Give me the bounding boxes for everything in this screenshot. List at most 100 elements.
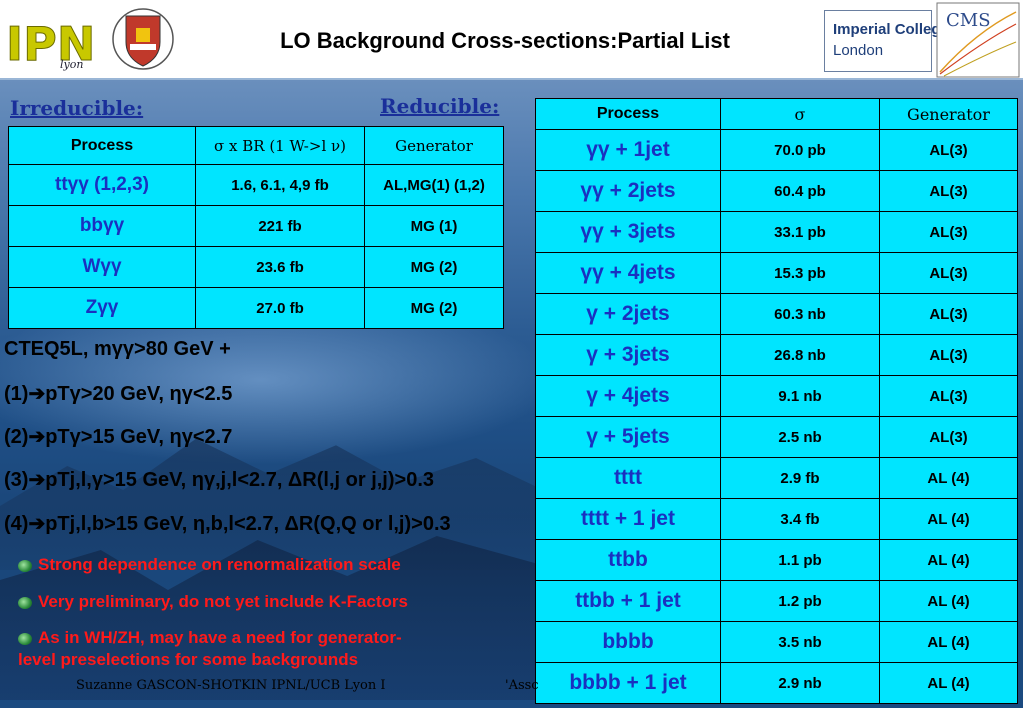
footer-author: Suzanne GASCON-SHOTKIN IPNL/UCB Lyon I — [76, 678, 386, 693]
cut-line: (2)➔pTγ>15 GeV, ηγ<2.7 — [4, 426, 233, 448]
generator-cell: AL (4) — [879, 539, 1018, 581]
table-row: tttt + 1 jet 3.4 fb AL (4) — [535, 498, 1018, 540]
table-row: ttγγ (1,2,3) 1.6, 6.1, 4,9 fb AL,MG(1) (… — [8, 164, 504, 206]
generator-cell: AL (4) — [879, 580, 1018, 622]
value-cell: 9.1 nb — [720, 375, 880, 417]
value-cell: 3.5 nb — [720, 621, 880, 663]
generator-cell: AL,MG(1) (1,2) — [364, 164, 504, 206]
process-cell: γ + 4jets — [535, 375, 721, 417]
mountain-layer — [0, 536, 560, 700]
table-header-row: Process σ Generator — [535, 98, 1018, 130]
ipnl-logo: IPNL lyon — [2, 2, 98, 76]
column-header: Process — [8, 126, 196, 165]
table-row: bbbb 3.5 nb AL (4) — [535, 621, 1018, 663]
svg-text:CMS: CMS — [946, 10, 991, 31]
value-cell: 3.4 fb — [720, 498, 880, 540]
globe-bullet-icon — [18, 559, 32, 572]
header-divider — [0, 78, 1023, 80]
table-row: ttbb + 1 jet 1.2 pb AL (4) — [535, 580, 1018, 622]
process-cell: ttbb + 1 jet — [535, 580, 721, 622]
bullet-item: Strong dependence on renormalization sca… — [18, 555, 401, 575]
column-header: Generator — [879, 98, 1018, 130]
reducible-label: Reducible: — [380, 94, 500, 118]
table-row: tttt 2.9 fb AL (4) — [535, 457, 1018, 499]
table-row: γγ + 4jets 15.3 pb AL(3) — [535, 252, 1018, 294]
svg-text:lyon: lyon — [60, 58, 83, 71]
value-cell: 221 fb — [195, 205, 365, 247]
process-cell: tttt + 1 jet — [535, 498, 721, 540]
bullet-item: Very preliminary, do not yet include K-F… — [18, 592, 408, 612]
value-cell: 23.6 fb — [195, 246, 365, 288]
university-crest-logo — [112, 8, 174, 70]
table-row: γγ + 1jet 70.0 pb AL(3) — [535, 129, 1018, 171]
table-row: Wγγ 23.6 fb MG (2) — [8, 246, 504, 288]
svg-text:IPNL: IPNL — [6, 17, 98, 71]
process-cell: γ + 5jets — [535, 416, 721, 458]
reducible-table: Process σ Generator γγ + 1jet 70.0 pb AL(3… — [535, 98, 1018, 704]
generator-cell: MG (1) — [364, 205, 504, 247]
value-cell: 27.0 fb — [195, 287, 365, 329]
table-row: Zγγ 27.0 fb MG (2) — [8, 287, 504, 329]
generator-cell: MG (2) — [364, 246, 504, 288]
process-cell: bbbb + 1 jet — [535, 662, 721, 704]
slide-title: LO Background Cross-sections:Partial Lis… — [280, 28, 730, 53]
cut-line: CTEQ5L, mγγ>80 GeV + — [4, 338, 231, 360]
irreducible-table: Process σ x BR (1 W->l ν) Generator ttγγ… — [8, 126, 504, 329]
bullet-item: As in WH/ZH, may have a need for generat… — [18, 628, 402, 648]
generator-cell: AL(3) — [879, 211, 1018, 253]
value-cell: 60.3 nb — [720, 293, 880, 335]
generator-cell: AL(3) — [879, 416, 1018, 458]
cut-line: (3)➔pTj,l,γ>15 GeV, ηγ,j,l<2.7, ΔR(l,j o… — [4, 469, 434, 491]
cms-logo: CMS — [936, 2, 1020, 78]
process-cell: bbbb — [535, 621, 721, 663]
column-header: σ — [720, 98, 880, 130]
value-cell: 1.6, 6.1, 4,9 fb — [195, 164, 365, 206]
process-cell: ttγγ (1,2,3) — [8, 164, 196, 206]
generator-cell: AL(3) — [879, 170, 1018, 212]
table-row: bbγγ 221 fb MG (1) — [8, 205, 504, 247]
slide-header: IPNL lyon LO Background Cross-sections:P… — [0, 0, 1023, 80]
value-cell: 2.5 nb — [720, 416, 880, 458]
cut-line: (4)➔pTj,l,b>15 GeV, η,b,l<2.7, ΔR(Q,Q or… — [4, 513, 451, 535]
generator-cell: AL(3) — [879, 334, 1018, 376]
value-cell: 26.8 nb — [720, 334, 880, 376]
value-cell: 15.3 pb — [720, 252, 880, 294]
table-row: γ + 4jets 9.1 nb AL(3) — [535, 375, 1018, 417]
generator-cell: AL (4) — [879, 662, 1018, 704]
value-cell: 70.0 pb — [720, 129, 880, 171]
value-cell: 2.9 fb — [720, 457, 880, 499]
table-row: γ + 2jets 60.3 nb AL(3) — [535, 293, 1018, 335]
column-header: Process — [535, 98, 721, 130]
table-row: γ + 3jets 26.8 nb AL(3) — [535, 334, 1018, 376]
table-row: γγ + 2jets 60.4 pb AL(3) — [535, 170, 1018, 212]
column-header: σ x BR (1 W->l ν) — [195, 126, 365, 165]
globe-bullet-icon — [18, 596, 32, 609]
globe-bullet-icon — [18, 632, 32, 645]
generator-cell: AL(3) — [879, 129, 1018, 171]
bullet-item-continuation: level preselections for some backgrounds — [18, 650, 359, 669]
generator-cell: MG (2) — [364, 287, 504, 329]
value-cell: 33.1 pb — [720, 211, 880, 253]
generator-cell: AL(3) — [879, 375, 1018, 417]
imperial-college-logo: Imperial College London — [824, 10, 949, 72]
process-cell: γγ + 3jets — [535, 211, 721, 253]
process-cell: γγ + 4jets — [535, 252, 721, 294]
generator-cell: AL (4) — [879, 498, 1018, 540]
process-cell: Zγγ — [8, 287, 196, 329]
value-cell: 1.1 pb — [720, 539, 880, 581]
process-cell: ttbb — [535, 539, 721, 581]
table-row: bbbb + 1 jet 2.9 nb AL (4) — [535, 662, 1018, 704]
footer-partial: 'Assc — [505, 678, 539, 693]
value-cell: 1.2 pb — [720, 580, 880, 622]
generator-cell: AL(3) — [879, 252, 1018, 294]
column-header: Generator — [364, 126, 504, 165]
value-cell: 2.9 nb — [720, 662, 880, 704]
process-cell: γγ + 2jets — [535, 170, 721, 212]
generator-cell: AL (4) — [879, 457, 1018, 499]
generator-cell: AL (4) — [879, 621, 1018, 663]
value-cell: 60.4 pb — [720, 170, 880, 212]
process-cell: γ + 2jets — [535, 293, 721, 335]
table-row: γγ + 3jets 33.1 pb AL(3) — [535, 211, 1018, 253]
table-header-row: Process σ x BR (1 W->l ν) Generator — [8, 126, 504, 165]
process-cell: γ + 3jets — [535, 334, 721, 376]
